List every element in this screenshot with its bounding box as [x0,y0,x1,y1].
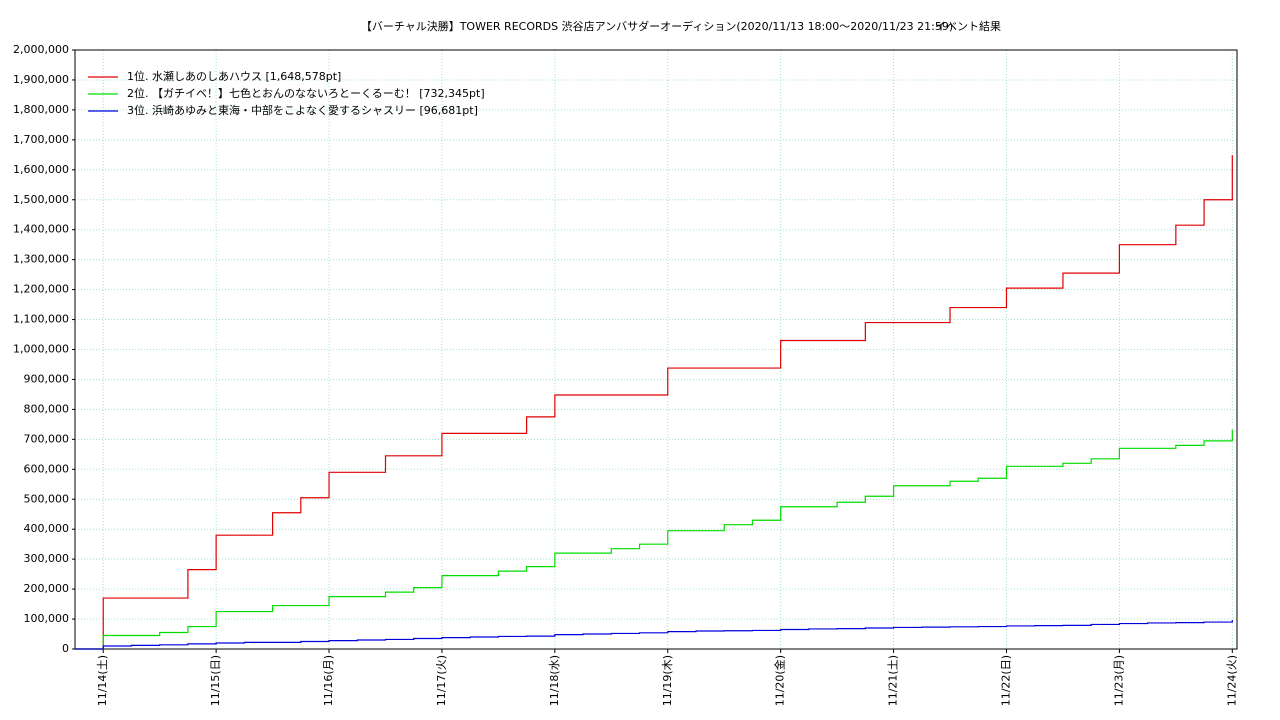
legend-label: 3位. 浜崎あゆみと東海・中部をこよなく愛するシャスリー [96,681pt] [127,103,478,117]
y-tick-label: 800,000 [24,402,70,415]
y-tick-label: 700,000 [24,432,70,445]
y-tick-label: 1,200,000 [13,283,69,296]
y-tick-label: 1,100,000 [13,313,69,326]
y-tick-label: 1,800,000 [13,103,69,116]
chart-title: 【バーチャル決勝】TOWER RECORDS 渋谷店アンバサダーオーディション(… [361,19,953,33]
y-tick-label: 600,000 [24,462,70,475]
y-tick-label: 1,500,000 [13,193,69,206]
y-tick-label: 2,000,000 [13,43,69,56]
y-tick-label: 1,300,000 [13,253,69,266]
series-line [75,429,1233,650]
y-tick-label: 1,700,000 [13,133,69,146]
legend-label: 2位. 【ガチイベ！】七色とおんのなないろとーくるーむ！ [732,345pt] [127,86,485,100]
chart-subtitle: イベント結果 [935,19,1001,33]
series-line [75,155,1233,650]
series-line [75,620,1233,650]
y-tick-label: 1,400,000 [13,223,69,236]
x-tick-label: 11/19(木) [661,655,674,706]
x-tick-label: 11/20(金) [773,655,787,706]
x-tick-label: 11/15(日) [209,655,222,706]
y-tick-label: 300,000 [24,552,70,565]
plot-frame [74,49,1238,650]
y-tick-label: 200,000 [24,582,70,595]
y-tick-label: 500,000 [24,492,70,505]
y-tick-label: 1,600,000 [13,163,69,176]
x-tick-label: 11/18(水) [548,655,561,706]
x-tick-label: 11/24(火) [1225,655,1238,706]
x-tick-label: 11/16(月) [322,655,335,706]
x-tick-label: 11/21(土) [887,655,900,706]
y-tick-label: 400,000 [24,522,70,535]
y-tick-label: 900,000 [24,372,70,385]
x-tick-label: 11/23(月) [1112,655,1125,706]
y-tick-label: 1,900,000 [13,73,69,86]
x-tick-label: 11/17(火) [435,655,448,706]
y-tick-label: 0 [62,642,69,655]
y-tick-label: 1,000,000 [13,343,69,356]
x-tick-label: 11/14(土) [96,655,109,706]
legend-label: 1位. 水瀬しあのしあハウス [1,648,578pt] [127,69,341,83]
y-tick-label: 100,000 [24,612,70,625]
x-tick-label: 11/22(日) [999,655,1012,706]
